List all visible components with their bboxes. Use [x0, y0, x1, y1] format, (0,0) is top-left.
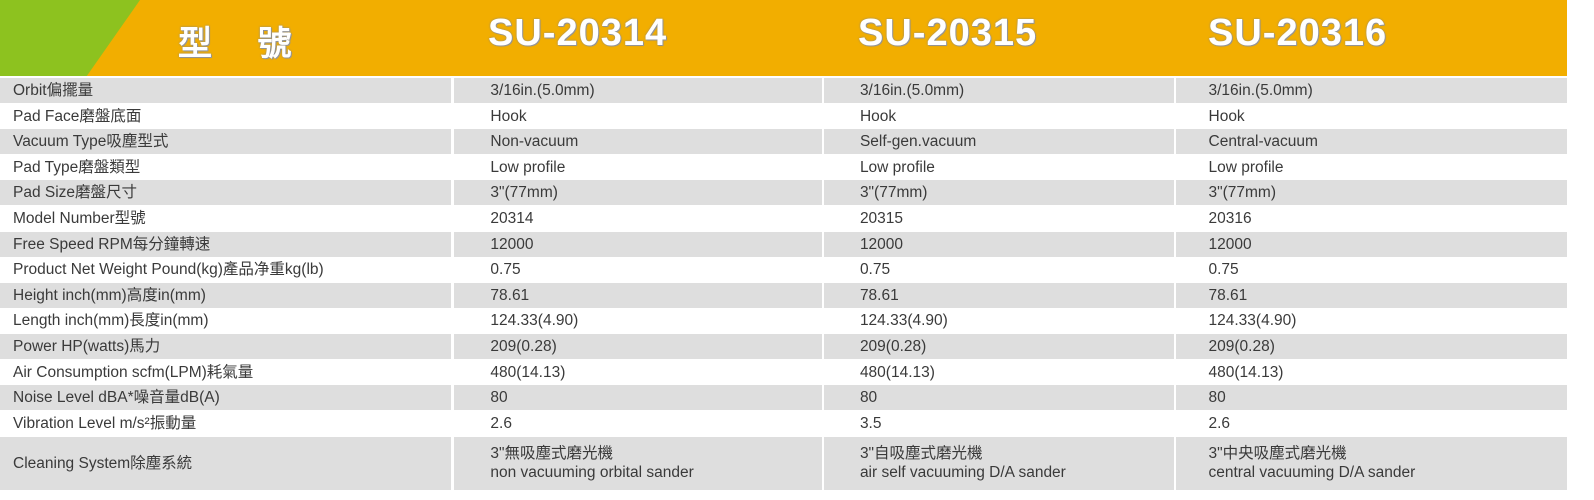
cell-value-model-3: 20316	[1208, 210, 1252, 227]
table-row: Pad Face磨盤底面 Hook Hook Hook	[0, 104, 1567, 129]
table-row: Orbit偏擺量 3/16in.(5.0mm) 3/16in.(5.0mm) 3/16…	[0, 78, 1567, 103]
cell-value-model-2: 3.5	[859, 414, 882, 432]
cell-value-model-2: Hook	[859, 107, 897, 125]
cell-value-model-3: Low profile	[1208, 158, 1284, 176]
table-row: Power HP(watts)馬力 209(0.28) 209(0.28) 209(0…	[0, 334, 1567, 359]
table-row: Vacuum Type吸塵型式 Non-vacuum Self-gen.vacuum…	[0, 129, 1567, 155]
cell-value-model-1: 20314	[490, 210, 534, 227]
cell-value-model-1: Non-vacuum	[454, 129, 822, 155]
cell-value-model-2: 80	[823, 385, 1174, 411]
header-model-label: 型 號	[178, 25, 310, 63]
cell-value-model-1: Low profile	[490, 158, 566, 176]
cell-value-model-3: Hook	[1208, 107, 1245, 125]
cell-value-model-2: Self-gen.vacuum	[823, 129, 1174, 155]
header-model-2: SU-20315	[858, 12, 1038, 54]
cell-value-model-2: 12000	[823, 231, 1174, 257]
cell-value-model-1: 209(0.28)	[454, 334, 822, 359]
table-row: Pad Type磨盤類型 Low profile Low profile Low pr…	[0, 155, 1567, 180]
table-row: Vibration Level m/s²振動量 2.6 3.5 2.6	[0, 411, 1567, 436]
row-label: Power HP(watts)馬力	[0, 334, 452, 359]
cleaning-en: non vacuuming orbital sander	[490, 464, 694, 482]
cell-value-model-1: 80	[454, 385, 822, 411]
row-label: Free Speed RPM每分鐘轉速	[0, 231, 452, 257]
table-row: Air Consumption scfm(LPM)耗氣量 480(14.13) 48…	[0, 360, 1567, 385]
cell-value-model-1: 3"(77mm)	[454, 180, 822, 206]
cell-value-model-1: 3/16in.(5.0mm)	[454, 78, 822, 103]
row-label: Length inch(mm)長度in(mm)	[13, 312, 209, 330]
cleaning-en: air self vacuuming D/A sander	[859, 464, 1066, 482]
cell-value-model-3: 124.33(4.90)	[1208, 312, 1297, 330]
header-green-accent	[0, 0, 140, 76]
cell-value-model-1: 78.61	[454, 282, 822, 308]
row-label: Pad Type磨盤類型	[13, 158, 141, 176]
cell-value-model-2: Low profile	[859, 158, 935, 176]
cell-value-model-3: 78.61	[1175, 282, 1567, 308]
cell-value-model-3: 209(0.28)	[1175, 334, 1567, 359]
cell-value-model-2: 209(0.28)	[823, 334, 1174, 359]
cleaning-value-1: 3"無吸塵式磨光機 non vacuuming orbital sander	[454, 437, 822, 491]
cell-value-model-2: 480(14.13)	[859, 363, 935, 381]
cell-value-model-3: 480(14.13)	[1208, 363, 1284, 381]
cell-value-model-2: 78.61	[823, 282, 1174, 308]
cleaning-value-3: 3"中央吸塵式磨光機 central vacuuming D/A sander	[1175, 437, 1567, 491]
cell-value-model-2: 124.33(4.90)	[859, 312, 948, 330]
cell-value-model-2: 0.75	[859, 261, 891, 279]
cell-value-model-3: Central-vacuum	[1175, 129, 1567, 155]
cleaning-en: central vacuuming D/A sander	[1208, 464, 1416, 482]
row-label: Product Net Weight Pound(kg)產品净重kg(lb)	[13, 261, 324, 279]
header-model-1: SU-20314	[488, 12, 668, 54]
table-row: Product Net Weight Pound(kg)產品净重kg(lb) 0.…	[0, 257, 1567, 282]
cell-value-model-2: 20315	[859, 210, 904, 227]
cell-value-model-2: 3/16in.(5.0mm)	[823, 78, 1174, 103]
cell-value-model-3: 0.75	[1208, 261, 1239, 279]
cell-value-model-3: 12000	[1175, 231, 1567, 257]
row-label: Height inch(mm)高度in(mm)	[0, 282, 452, 308]
cell-value-model-3: 3/16in.(5.0mm)	[1175, 78, 1567, 103]
table-row: Noise Level dBA*噪音量dB(A) 80 80 80	[0, 385, 1567, 411]
cleaning-zh: 3"無吸塵式磨光機	[490, 445, 614, 463]
cell-value-model-3: 3"(77mm)	[1175, 180, 1567, 206]
row-label: Cleaning System除塵系統	[0, 437, 452, 491]
header-model-3: SU-20316	[1208, 12, 1388, 54]
cell-value-model-3: 2.6	[1208, 414, 1231, 432]
table-header: 型 號 SU-20314 SU-20315 SU-20316	[0, 0, 1567, 76]
row-label: Noise Level dBA*噪音量dB(A)	[0, 385, 452, 411]
row-label: Pad Face磨盤底面	[13, 107, 142, 125]
table-row: Model Number型號 20314 20315 20316	[0, 206, 1567, 231]
cell-value-model-1: 480(14.13)	[490, 363, 566, 381]
table-row: Free Speed RPM每分鐘轉速 12000 12000 12000	[0, 231, 1567, 257]
cell-value-model-1: 12000	[454, 231, 822, 257]
cleaning-zh: 3"自吸塵式磨光機	[859, 445, 983, 463]
row-label: Pad Size磨盤尺寸	[0, 180, 452, 206]
cell-value-model-1: 2.6	[490, 414, 512, 432]
cleaning-zh: 3"中央吸塵式磨光機	[1208, 445, 1347, 463]
row-label: Air Consumption scfm(LPM)耗氣量	[13, 363, 254, 381]
cell-value-model-1: 0.75	[490, 261, 521, 279]
row-label: Orbit偏擺量	[0, 78, 452, 103]
cell-value-model-1: 124.33(4.90)	[490, 312, 579, 330]
cleaning-value-2: 3"自吸塵式磨光機 air self vacuuming D/A sander	[823, 437, 1174, 491]
row-label: Model Number型號	[13, 210, 146, 227]
table-row: Height inch(mm)高度in(mm) 78.61 78.61 78.61	[0, 282, 1567, 308]
cell-value-model-3: 80	[1175, 385, 1567, 411]
cell-value-model-2: 3"(77mm)	[823, 180, 1174, 206]
table-row: Length inch(mm)長度in(mm) 124.33(4.90) 124.3…	[0, 308, 1567, 333]
row-label: Vacuum Type吸塵型式	[0, 129, 452, 155]
cell-value-model-1: Hook	[490, 107, 527, 125]
table-row: Pad Size磨盤尺寸 3"(77mm) 3"(77mm) 3"(77mm)	[0, 180, 1567, 206]
row-label: Vibration Level m/s²振動量	[13, 414, 197, 432]
table-row-cleaning-system: Cleaning System除塵系統 3"無吸塵式磨光機 non vacuumi…	[0, 437, 1567, 491]
